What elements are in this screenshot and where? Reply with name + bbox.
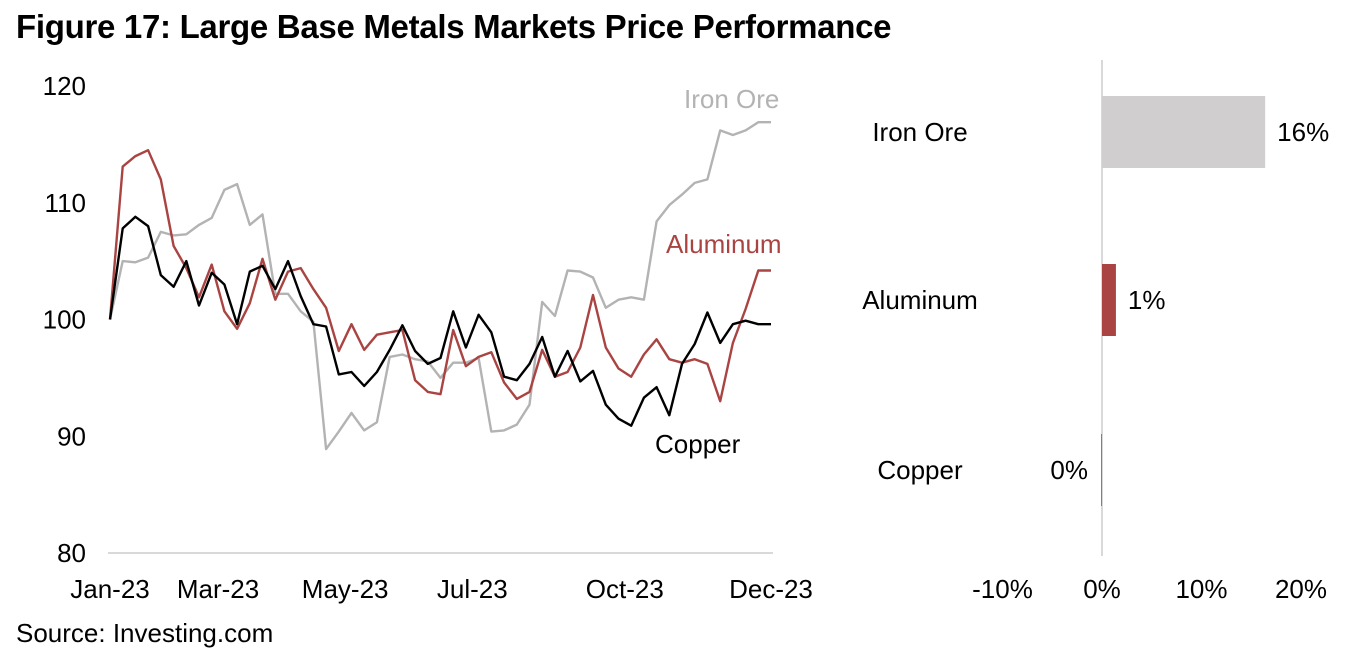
bar-category-label: Copper [877, 455, 963, 485]
x-tick-label: Dec-23 [729, 574, 813, 604]
bar-iron-ore [1102, 96, 1266, 168]
bar-copper [1101, 434, 1103, 506]
bar-category-label: Aluminum [862, 285, 978, 315]
bar-x-tick-label: 0% [1083, 574, 1121, 604]
bar-chart: Iron Ore 16% Aluminum 1% Copper 0% -10% 0% 10% 20… [862, 60, 1329, 604]
bar-data-label: 0% [1050, 455, 1088, 485]
series-line-copper [108, 215, 771, 427]
series-line-aluminum [108, 148, 771, 403]
y-tick-label: 110 [45, 188, 86, 218]
series-label-iron-ore: Iron Ore [684, 84, 779, 114]
y-tick-label: 100 [43, 305, 86, 335]
bar-x-tick-label: -10% [972, 574, 1033, 604]
series-label-copper: Copper [655, 429, 741, 459]
bar-x-tick-label: 10% [1175, 574, 1227, 604]
bar-data-label: 1% [1128, 285, 1166, 315]
bar-data-label: 16% [1277, 117, 1329, 147]
y-tick-label: 80 [57, 538, 86, 568]
figure-title: Figure 17: Large Base Metals Markets Pri… [16, 8, 892, 45]
bar-x-tick-label: 20% [1275, 574, 1327, 604]
series-line-iron-ore [108, 120, 771, 451]
y-tick-label: 120 [43, 71, 86, 101]
bar-category-label: Iron Ore [872, 117, 967, 147]
series-label-aluminum: Aluminum [666, 229, 782, 259]
source-note: Source: Investing.com [16, 618, 274, 648]
x-tick-label: Oct-23 [586, 574, 664, 604]
y-tick-label: 90 [57, 421, 86, 451]
x-tick-label: May-23 [302, 574, 389, 604]
x-tick-label: Jan-23 [70, 574, 150, 604]
x-tick-label: Jul-23 [437, 574, 508, 604]
line-chart: 80 90 100 110 120 Jan-23 Mar-23 May-23 Jul-23 Oct… [43, 71, 813, 604]
bar-aluminum [1102, 264, 1116, 336]
x-tick-label: Mar-23 [177, 574, 259, 604]
